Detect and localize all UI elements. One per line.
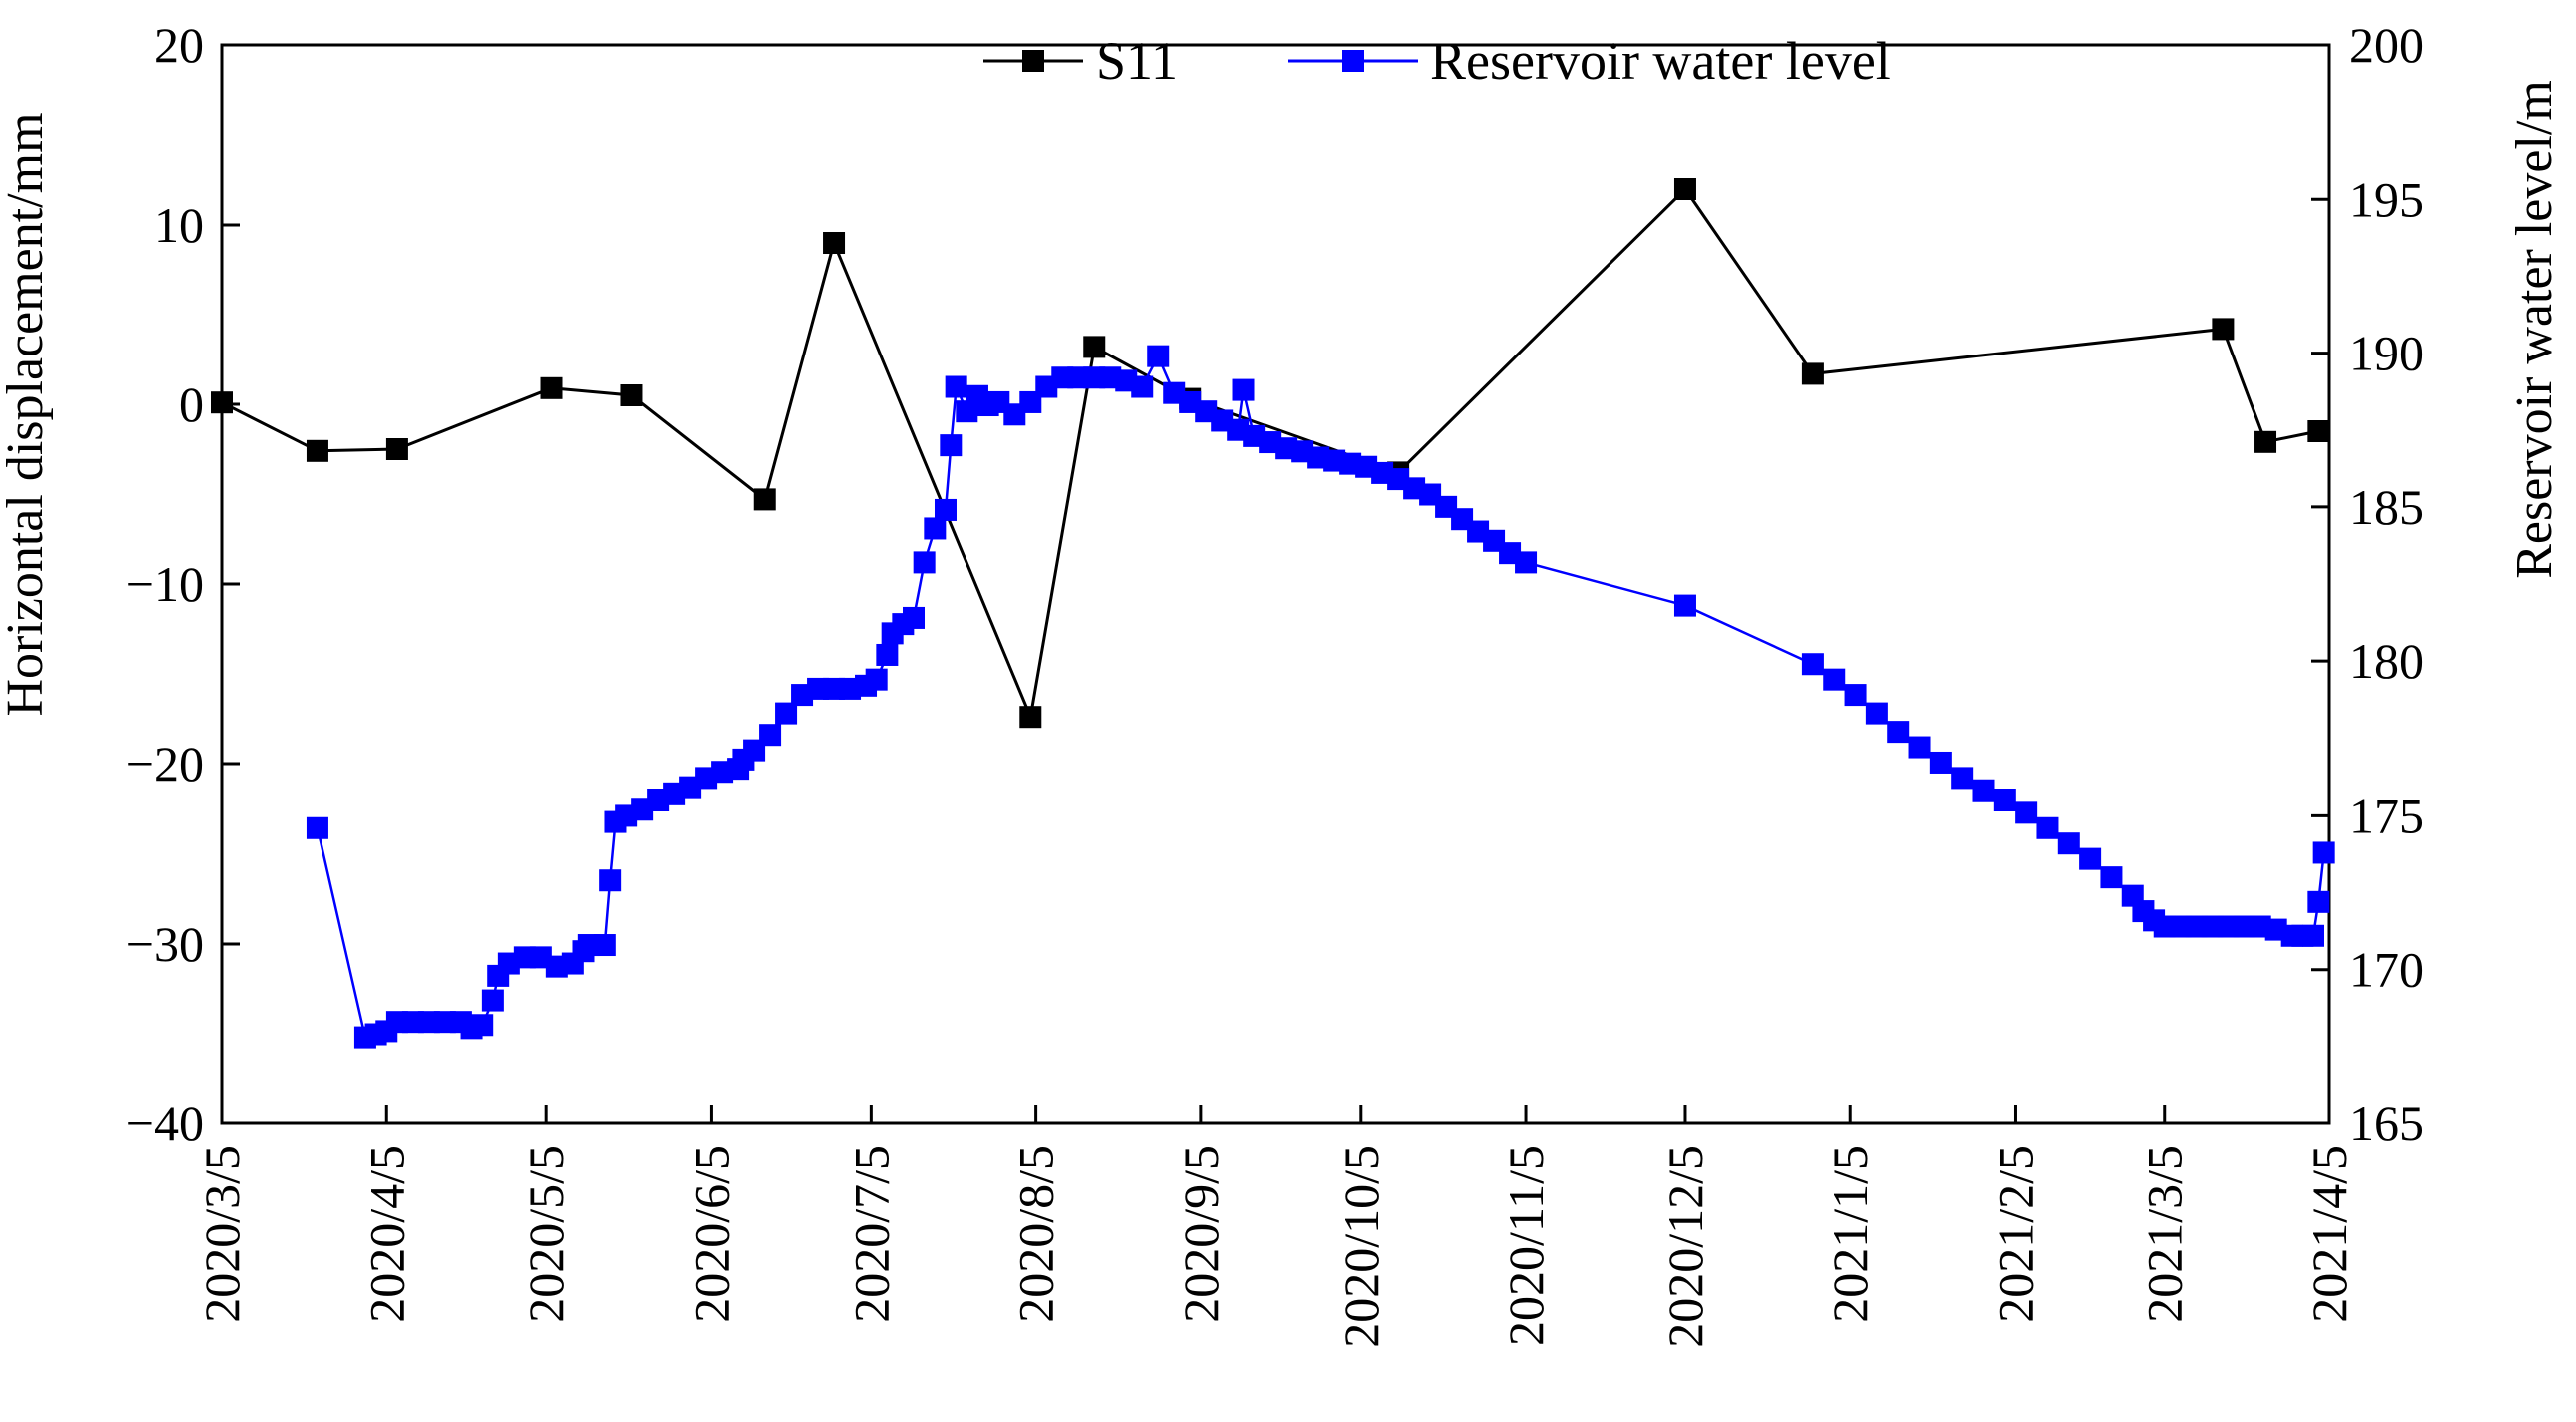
legend-item-reservoir-water-level[interactable]: Reservoir water level xyxy=(1288,31,1891,91)
water-level-point xyxy=(934,498,957,521)
s11-point xyxy=(1083,336,1106,358)
s11-line xyxy=(221,186,2319,723)
right-tick-label: 175 xyxy=(2349,787,2424,843)
water-level-point xyxy=(2015,801,2038,824)
water-level-point xyxy=(1823,668,1846,691)
water-level-point xyxy=(2057,832,2080,855)
x-tick-label: 2021/3/5 xyxy=(2137,1145,2193,1323)
water-level-point xyxy=(2307,890,2330,913)
left-tick-label: −30 xyxy=(126,916,204,972)
water-level-point xyxy=(865,668,888,691)
x-tick-label: 2020/12/5 xyxy=(1657,1145,1713,1348)
water-level-point xyxy=(1865,702,1888,725)
water-level-point xyxy=(1972,779,1995,802)
s11-point xyxy=(823,232,846,254)
x-tick-label: 2020/10/5 xyxy=(1333,1145,1389,1348)
legend-label: Reservoir water level xyxy=(1430,31,1891,91)
s11-point xyxy=(540,376,563,399)
x-tick-label: 2020/11/5 xyxy=(1498,1145,1554,1346)
s11-point xyxy=(1673,178,1696,200)
water-level-point xyxy=(1801,653,1824,676)
legend-label: S11 xyxy=(1096,31,1178,91)
left-tick-label: −20 xyxy=(126,736,204,792)
water-level-point xyxy=(759,724,782,747)
s11-point xyxy=(2254,430,2277,453)
water-level-point xyxy=(2312,841,2335,864)
x-tick-label: 2020/5/5 xyxy=(518,1145,574,1323)
x-axis-tick-labels: 2020/3/5 2020/4/5 2020/5/5 2020/6/5 2020/7/5… xyxy=(194,1145,2357,1348)
s11-point xyxy=(211,391,233,414)
right-tick-label: 190 xyxy=(2349,326,2424,381)
right-tick-label: 200 xyxy=(2349,17,2424,73)
legend-marker xyxy=(1342,50,1364,72)
left-axis-title: Horizontal displacement/mm xyxy=(0,112,54,716)
legend-item-s11[interactable]: S11 xyxy=(983,31,1178,91)
water-level-point xyxy=(1951,767,1974,790)
tick-marks xyxy=(220,43,2331,1125)
water-level-point xyxy=(940,434,963,457)
water-level-point xyxy=(924,517,947,540)
water-level-point xyxy=(913,551,936,574)
legend[interactable]: S11 Reservoir water level xyxy=(983,31,1891,91)
right-tick-label: 195 xyxy=(2349,171,2424,227)
x-tick-label: 2021/2/5 xyxy=(1987,1145,2043,1323)
water-level-point xyxy=(1147,345,1170,367)
right-tick-label: 170 xyxy=(2349,942,2424,998)
right-tick-label: 165 xyxy=(2349,1095,2424,1151)
x-tick-label: 2020/7/5 xyxy=(843,1145,899,1323)
s11-point xyxy=(385,438,408,460)
water-level-point xyxy=(1131,375,1154,398)
water-level-point xyxy=(593,934,616,957)
s11-point xyxy=(2307,420,2330,442)
right-tick-label: 185 xyxy=(2349,479,2424,535)
water-level-point xyxy=(306,816,328,839)
water-level-point xyxy=(2036,816,2059,839)
water-level-point xyxy=(1844,684,1867,707)
series-layer xyxy=(211,178,2335,1049)
left-tick-label: −10 xyxy=(126,556,204,612)
water-level-point xyxy=(2079,847,2102,870)
left-tick-label: 0 xyxy=(179,376,204,432)
water-level-point xyxy=(1929,751,1952,774)
left-tick-label: 10 xyxy=(154,197,204,253)
x-tick-label: 2020/3/5 xyxy=(194,1145,250,1323)
water-level-point xyxy=(1673,594,1696,617)
left-axis-tick-labels: −40 −30 −20 −10 0 10 20 xyxy=(126,17,204,1151)
s11-point xyxy=(620,384,643,406)
water-level-point xyxy=(945,375,967,398)
water-level-point xyxy=(1515,551,1538,574)
x-tick-label: 2021/1/5 xyxy=(1822,1145,1878,1323)
x-tick-label: 2020/4/5 xyxy=(358,1145,414,1323)
s11-point xyxy=(753,488,776,511)
water-level-point xyxy=(1887,721,1910,744)
left-tick-label: −40 xyxy=(126,1095,204,1151)
water-level-point xyxy=(876,643,899,666)
s11-point xyxy=(306,439,328,462)
s11-point xyxy=(1019,706,1042,729)
water-level-point xyxy=(1232,378,1255,401)
x-tick-label: 2020/9/5 xyxy=(1173,1145,1229,1323)
series-reservoir-water-level xyxy=(306,345,2335,1049)
s11-point xyxy=(1801,362,1824,385)
x-tick-label: 2020/6/5 xyxy=(683,1145,739,1323)
water-level-point xyxy=(2100,866,2123,889)
water-level-point xyxy=(1908,736,1931,759)
water-level-point xyxy=(775,702,798,725)
water-level-point xyxy=(471,1014,494,1037)
right-axis-tick-labels: 165 170 175 180 185 190 195 200 xyxy=(2349,17,2424,1151)
right-axis-title: Reservoir water level/m xyxy=(2506,80,2563,579)
s11-point xyxy=(2212,318,2235,341)
legend-marker xyxy=(1022,50,1044,72)
right-tick-label: 180 xyxy=(2349,633,2424,689)
water-level-point xyxy=(481,989,504,1012)
water-level-point xyxy=(903,606,926,629)
left-tick-label: 20 xyxy=(154,17,204,73)
water-level-point xyxy=(1993,789,2016,811)
x-tick-label: 2021/4/5 xyxy=(2301,1145,2357,1323)
water-level-point xyxy=(2302,924,2325,947)
water-level-point xyxy=(599,869,622,892)
x-tick-label: 2020/8/5 xyxy=(1008,1145,1064,1323)
